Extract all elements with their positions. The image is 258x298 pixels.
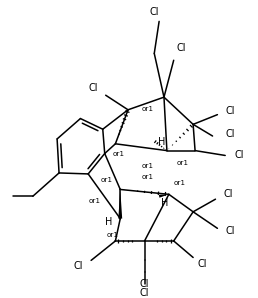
Text: Cl: Cl: [225, 226, 235, 236]
Polygon shape: [159, 194, 169, 198]
Text: Cl: Cl: [235, 150, 244, 160]
Text: H: H: [105, 217, 112, 226]
Text: or1: or1: [141, 174, 154, 180]
Text: or1: or1: [177, 160, 189, 166]
Text: or1: or1: [113, 150, 125, 156]
Text: or1: or1: [106, 232, 118, 238]
Text: or1: or1: [174, 180, 186, 186]
Text: H: H: [161, 198, 168, 208]
Text: Cl: Cl: [140, 279, 149, 289]
Text: Cl: Cl: [225, 129, 235, 139]
Text: or1: or1: [100, 177, 112, 183]
Text: or1: or1: [89, 198, 101, 204]
Text: Cl: Cl: [198, 259, 207, 269]
Text: Cl: Cl: [225, 106, 235, 116]
Text: Cl: Cl: [88, 83, 98, 93]
Text: or1: or1: [141, 106, 154, 112]
Text: H: H: [158, 137, 166, 147]
Polygon shape: [118, 190, 122, 219]
Text: or1: or1: [141, 163, 154, 169]
Text: Cl: Cl: [74, 261, 83, 271]
Text: Cl: Cl: [223, 189, 233, 199]
Text: Cl: Cl: [140, 288, 149, 298]
Text: Cl: Cl: [150, 7, 159, 18]
Text: Cl: Cl: [177, 44, 186, 53]
